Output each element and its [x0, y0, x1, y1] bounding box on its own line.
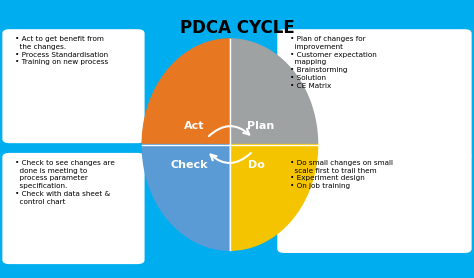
Text: PDCA CYCLE: PDCA CYCLE	[180, 19, 294, 38]
Polygon shape	[230, 39, 318, 145]
Polygon shape	[230, 145, 318, 250]
Text: Plan: Plan	[247, 121, 274, 131]
FancyBboxPatch shape	[2, 29, 145, 143]
Text: • Act to get benefit from
  the changes.
• Process Standardisation
• Training on: • Act to get benefit from the changes. •…	[15, 36, 109, 65]
Text: • Check to see changes are
  done is meeting to
  process parameter
  specificat: • Check to see changes are done is meeti…	[15, 160, 115, 205]
FancyBboxPatch shape	[277, 29, 472, 160]
FancyBboxPatch shape	[277, 153, 472, 253]
FancyBboxPatch shape	[2, 153, 145, 264]
Text: Do: Do	[247, 160, 264, 170]
Text: Act: Act	[184, 121, 205, 131]
Text: Check: Check	[171, 160, 209, 170]
Text: • Plan of changes for
  improvement
• Customer expectation
  mapping
• Brainstor: • Plan of changes for improvement • Cust…	[290, 36, 377, 89]
Polygon shape	[142, 145, 230, 250]
Polygon shape	[142, 39, 230, 145]
Text: • Do small changes on small
  scale first to trail them
• Experiment design
• On: • Do small changes on small scale first …	[290, 160, 393, 189]
